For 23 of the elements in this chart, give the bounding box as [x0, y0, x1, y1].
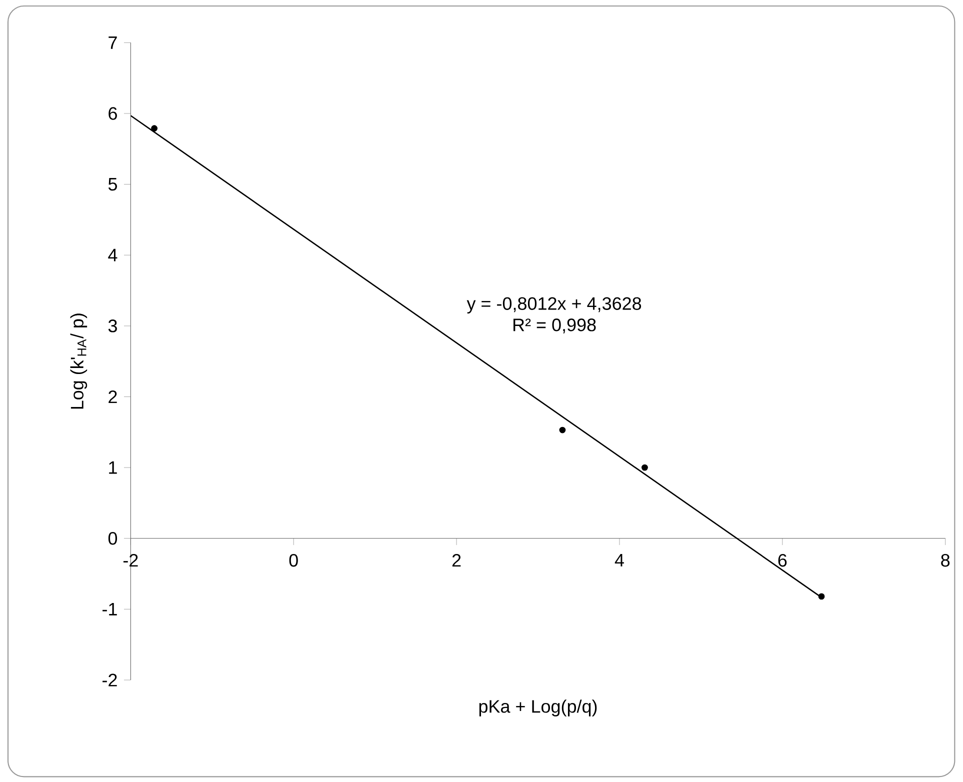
point: [642, 464, 648, 471]
annotation: R² = 0,998: [514, 318, 596, 334]
y-tick-label: 3: [108, 320, 117, 332]
y-tick-label: 1: [109, 461, 117, 474]
y-tick-label: 2: [108, 390, 117, 404]
point: [151, 125, 158, 132]
point: [559, 426, 566, 434]
y-axis-title: Log (k'$_{HA}$/ p): [70, 314, 88, 409]
y-tick-label: -2: [102, 674, 117, 686]
x-tick-label: 0: [289, 554, 298, 567]
x-tick-label: 4: [614, 554, 624, 566]
point: [818, 593, 825, 600]
y-tick-label: 6: [108, 107, 117, 120]
x-axis-title: pKa + Log(p/q): [479, 700, 597, 716]
y-tick-label: 4: [108, 248, 118, 262]
y-tick-label: 7: [108, 36, 117, 49]
x-tick-label: 6: [778, 554, 787, 567]
x-tick-label: 8: [941, 554, 950, 567]
y-tick-label: 5: [108, 178, 117, 191]
x-tick-label: 2: [452, 554, 461, 567]
y-tick-label: 0: [108, 532, 118, 545]
annotation: y = -0,8012x + 4,3628: [466, 297, 642, 314]
y-tick-label: -1: [102, 603, 117, 616]
